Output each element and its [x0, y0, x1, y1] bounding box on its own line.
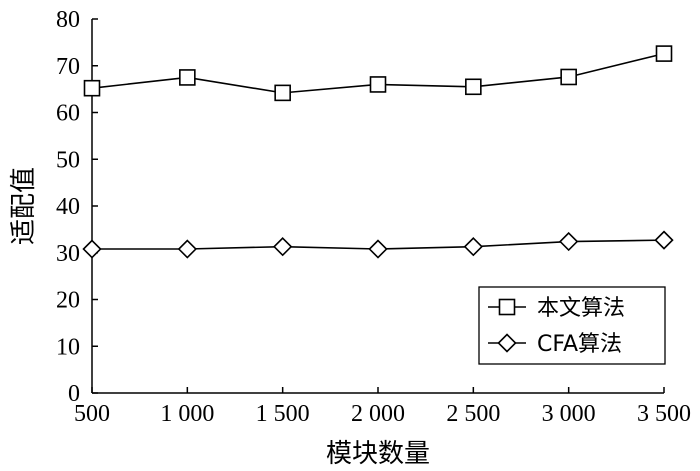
series-layer	[82, 45, 674, 259]
y-tick-label: 70	[56, 54, 80, 80]
series-2	[82, 230, 674, 259]
y-tick-label: 50	[56, 147, 80, 173]
data-point	[654, 230, 674, 250]
data-point	[655, 45, 673, 62]
x-axis-label: 模块数量	[326, 439, 430, 469]
y-axis-label: 适配值	[9, 167, 39, 245]
data-point	[179, 69, 196, 86]
data-point	[463, 237, 483, 257]
y-tick-label: 10	[56, 334, 80, 360]
data-point	[465, 78, 482, 96]
legend-marker	[497, 333, 517, 353]
legend-marker	[498, 298, 516, 316]
data-point	[274, 84, 291, 102]
x-axis-ticks: 500 1 000 1 500 2 000 2 500 3 000 3 500	[74, 387, 691, 427]
data-point	[368, 239, 388, 259]
y-tick-label: 0	[68, 381, 80, 407]
data-point	[559, 231, 579, 252]
x-tick-label: 2 500	[446, 401, 500, 427]
y-tick-label: 30	[56, 241, 80, 267]
y-tick-label: 40	[56, 194, 80, 220]
series-1	[83, 45, 673, 102]
data-point	[369, 76, 387, 93]
x-tick-label: 3 000	[542, 401, 596, 427]
data-point	[273, 237, 293, 257]
x-tick-label: 500	[74, 401, 110, 427]
data-point	[83, 79, 101, 97]
y-tick-label: 60	[56, 101, 80, 127]
legend: 本文算法 CFA算法	[478, 286, 666, 365]
x-tick-label: 2 000	[351, 401, 405, 427]
legend-label: 本文算法	[537, 296, 625, 321]
y-axis-ticks: 0 10 20 30 40 50 60 70 80	[56, 7, 98, 407]
y-tick-label: 20	[56, 288, 80, 314]
y-tick-label: 80	[56, 7, 80, 33]
legend-label: CFA算法	[537, 332, 622, 357]
x-tick-label: 1 000	[160, 401, 214, 427]
x-tick-label: 3 500	[637, 401, 691, 427]
x-tick-label: 1 500	[256, 401, 310, 427]
data-point	[560, 68, 577, 86]
data-point	[177, 239, 197, 259]
data-point	[82, 239, 102, 259]
